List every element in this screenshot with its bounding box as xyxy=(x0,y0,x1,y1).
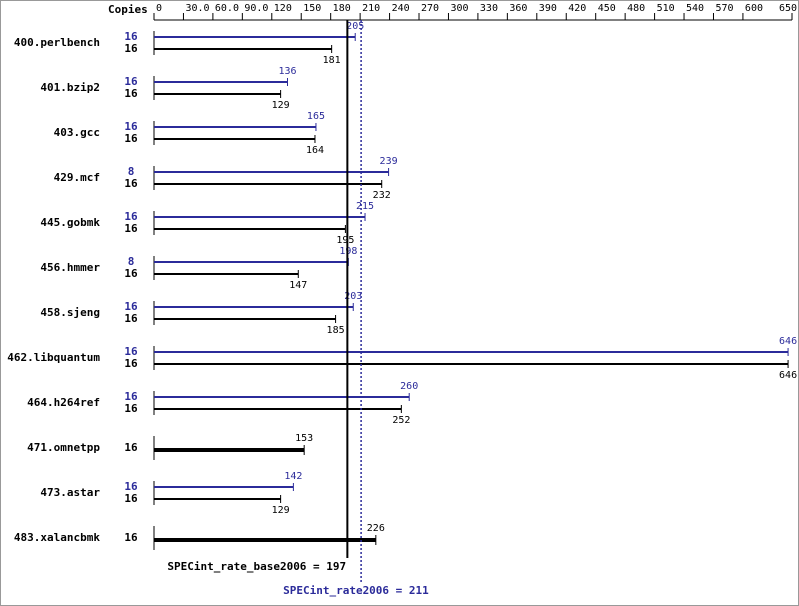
x-tick-label: 540 xyxy=(686,3,704,14)
x-tick-label: 420 xyxy=(568,3,586,14)
benchmark-label: 462.libquantum xyxy=(7,351,100,364)
copies-label: 16 xyxy=(124,120,138,133)
copies-label: 16 xyxy=(124,357,138,370)
benchmark-label: 483.xalancbmk xyxy=(14,531,100,544)
value-label: 164 xyxy=(306,145,324,156)
copies-label: 16 xyxy=(124,132,138,145)
copies-label: 16 xyxy=(124,177,138,190)
benchmark-label: 429.mcf xyxy=(54,171,100,184)
value-label: 181 xyxy=(323,55,341,66)
x-tick-label: 390 xyxy=(539,3,557,14)
x-tick-label: 450 xyxy=(598,3,616,14)
copies-label: 16 xyxy=(124,441,138,454)
value-label: 195 xyxy=(336,235,354,246)
value-label: 165 xyxy=(307,111,325,122)
copies-label: 16 xyxy=(124,402,138,415)
copies-label: 16 xyxy=(124,42,138,55)
value-label: 646 xyxy=(779,336,797,347)
copies-label: 16 xyxy=(124,531,138,544)
copies-label: 16 xyxy=(124,267,138,280)
value-label: 260 xyxy=(400,381,418,392)
value-label: 232 xyxy=(373,190,391,201)
copies-label: 16 xyxy=(124,210,138,223)
value-label: 136 xyxy=(278,66,296,77)
x-tick-label: 480 xyxy=(627,3,645,14)
copies-label: 16 xyxy=(124,300,138,313)
benchmark-label: 471.omnetpp xyxy=(27,441,100,454)
x-tick-label: 30.0 xyxy=(185,3,209,14)
x-tick-label: 90.0 xyxy=(244,3,268,14)
reference-label: SPECint_rate2006 = 211 xyxy=(283,584,429,597)
x-tick-label: 120 xyxy=(274,3,292,14)
value-label: 129 xyxy=(272,505,290,516)
copies-label: 16 xyxy=(124,30,138,43)
x-tick-label: 510 xyxy=(657,3,675,14)
x-tick-label: 300 xyxy=(450,3,468,14)
value-label: 646 xyxy=(779,370,797,381)
value-label: 239 xyxy=(380,156,398,167)
value-label: 252 xyxy=(392,415,410,426)
benchmark-label: 403.gcc xyxy=(54,126,100,139)
value-label: 142 xyxy=(284,471,302,482)
value-label: 226 xyxy=(367,523,385,534)
value-label: 215 xyxy=(356,201,374,212)
x-tick-label: 360 xyxy=(509,3,527,14)
benchmark-label: 473.astar xyxy=(40,486,100,499)
x-tick-label: 180 xyxy=(333,3,351,14)
x-tick-label: 650 xyxy=(779,3,797,14)
x-tick-label: 270 xyxy=(421,3,439,14)
value-label: 185 xyxy=(327,325,345,336)
x-tick-label: 570 xyxy=(715,3,733,14)
benchmark-label: 458.sjeng xyxy=(40,306,100,319)
x-tick-label: 150 xyxy=(303,3,321,14)
value-label: 147 xyxy=(289,280,307,291)
axis-label: Copies xyxy=(108,3,148,16)
benchmark-label: 456.hmmer xyxy=(40,261,100,274)
reference-label: SPECint_rate_base2006 = 197 xyxy=(167,560,346,573)
copies-label: 16 xyxy=(124,345,138,358)
value-label: 203 xyxy=(344,291,362,302)
copies-label: 16 xyxy=(124,492,138,505)
copies-label: 8 xyxy=(128,255,135,268)
copies-label: 16 xyxy=(124,312,138,325)
x-tick-label: 240 xyxy=(392,3,410,14)
copies-label: 16 xyxy=(124,222,138,235)
benchmark-label: 445.gobmk xyxy=(40,216,100,229)
copies-label: 16 xyxy=(124,87,138,100)
x-tick-label: 0 xyxy=(156,3,162,14)
x-tick-label: 330 xyxy=(480,3,498,14)
copies-label: 16 xyxy=(124,480,138,493)
benchmark-label: 464.h264ref xyxy=(27,396,100,409)
copies-label: 16 xyxy=(124,390,138,403)
x-tick-label: 60.0 xyxy=(215,3,239,14)
benchmark-label: 400.perlbench xyxy=(14,36,100,49)
x-tick-label: 210 xyxy=(362,3,380,14)
copies-label: 8 xyxy=(128,165,135,178)
x-tick-label: 600 xyxy=(745,3,763,14)
value-label: 205 xyxy=(346,21,364,32)
value-label: 129 xyxy=(272,100,290,111)
benchmark-label: 401.bzip2 xyxy=(40,81,100,94)
copies-label: 16 xyxy=(124,75,138,88)
value-label: 153 xyxy=(295,433,313,444)
